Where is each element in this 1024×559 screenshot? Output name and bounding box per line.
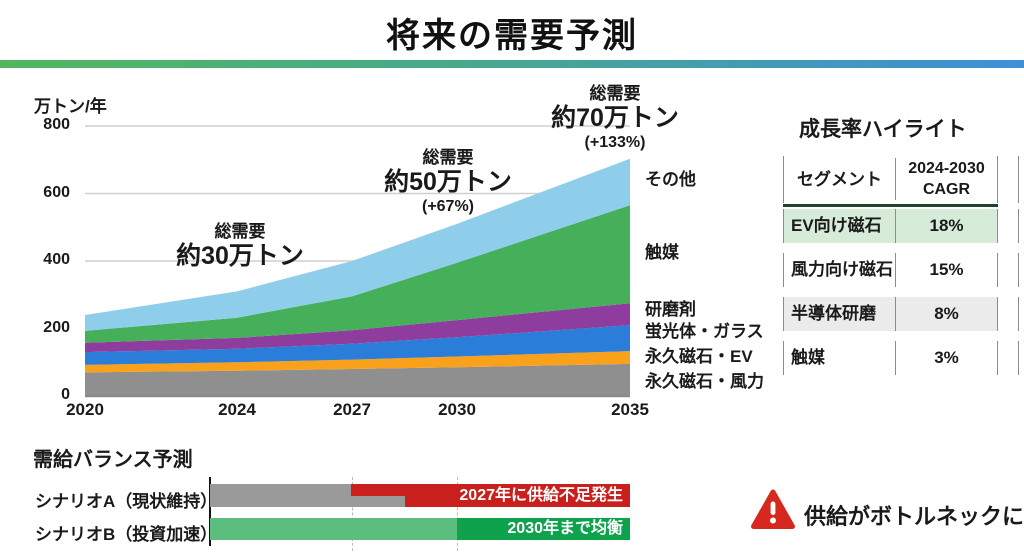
page-title: 将来の需要予測 [386,17,638,55]
area-others [85,363,630,396]
growth-table-header: セグメント 2024-2030 CAGR [783,156,1019,203]
series-label: 永久磁石・風力 [645,372,764,391]
area-abrasives [85,325,630,365]
y-tick-label: 400 [43,251,70,268]
series-label: 永久磁石・EV [645,347,753,366]
scenario-b-label: シナリオB（投資加速） [35,525,218,544]
area-magnets-ev [85,205,630,343]
warning-text: 供給がボトルネックに [804,504,1024,529]
area-phosphor-glass [85,303,630,353]
annotation-value: 約50万トン [384,168,512,196]
total-demand-annotation-2024: 総需要 約30万トン [130,221,350,271]
table-row: EV向け磁石 18% [783,209,1019,243]
table-header-cagr: 2024-2030 CAGR [895,158,997,200]
cagr-cell: 18% [895,209,997,243]
area-magnets-wind [85,158,630,331]
total-demand-annotation-2035: 総需要 約70万トン (+133%) [505,83,725,153]
y-tick-label: 600 [43,183,70,201]
scenario-a-status: 2027年に供給不足発生 [459,487,623,504]
scenario-b-bar: 2030年まで均衡 [210,518,630,540]
shortage-segment [405,484,630,507]
scenario-b-status: 2030年まで均衡 [507,520,623,537]
annotation-heading: 総需要 [214,222,266,241]
warning-triangle-icon [750,487,796,533]
growth-table: セグメント 2024-2030 CAGR EV向け磁石 18% 風力向け磁石 1… [783,156,1019,380]
series-label: 触媒 [645,243,679,262]
annotation-delta: (+133%) [584,134,646,151]
area-catalyst [85,351,630,373]
table-row: 触媒 3% [783,341,1019,375]
segment-cell: 風力向け磁石 [783,253,895,287]
balanced-segment [457,518,630,540]
cagr-cell: 8% [895,297,997,331]
annotation-value: 約30万トン [176,242,304,270]
table-header-rule [783,204,998,207]
annotation-delta: (+67%) [421,198,475,215]
balance-axis-line [209,477,211,546]
table-row: 風力向け磁石 15% [783,253,1019,287]
segment-cell: 触媒 [783,341,895,375]
table-header-segment: セグメント [783,156,895,203]
annotation-value: 約70万トン [551,104,679,132]
balance-section-title: 需給バランス予測 [33,449,193,471]
y-tick-label: 800 [43,116,70,133]
x-tick-label: 2030 [438,400,476,419]
x-tick-label: 2020 [66,400,104,419]
cagr-cell: 3% [895,341,997,375]
y-axis-unit-label: 万トン/年 [34,97,107,116]
y-tick-label: 0 [61,386,70,403]
y-tick-label: 200 [43,318,70,336]
gridline-2030 [457,477,458,551]
table-row: 半導体研磨 8% [783,297,1019,331]
investment-segment [210,518,457,540]
total-demand-annotation-2030: 総需要 約50万トン (+67%) [338,147,558,217]
series-label: その他 [645,170,696,189]
annotation-heading: 総需要 [589,84,641,103]
growth-table-title: 成長率ハイライト [799,118,967,141]
cagr-cell: 15% [895,253,997,287]
accent-divider [0,60,1024,68]
x-tick-label: 2024 [218,400,256,419]
scenario-a-label: シナリオA（現状維持） [35,492,218,511]
x-tick-label: 2027 [333,400,371,419]
x-tick-label: 2035 [611,400,649,419]
gridline-2027 [352,477,353,551]
series-label: 蛍光体・ガラス [645,322,764,341]
scenario-a-bar: 2027年に供給不足発生 [210,484,630,507]
series-label: 研磨剤 [645,300,696,319]
segment-cell: 半導体研磨 [783,297,895,331]
annotation-heading: 総需要 [422,148,474,167]
segment-cell: EV向け磁石 [783,209,895,243]
